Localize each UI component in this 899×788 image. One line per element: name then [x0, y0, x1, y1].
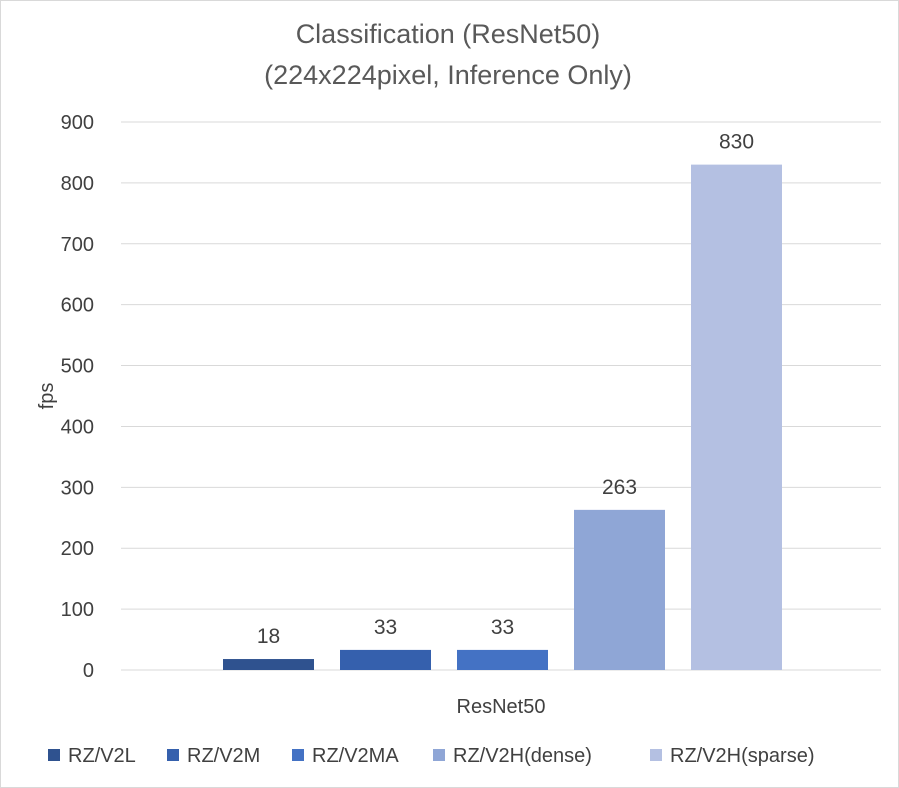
legend-label: RZ/V2MA: [312, 745, 399, 767]
data-labels: 18 33 33 263 830: [257, 131, 754, 648]
legend-label: RZ/V2L: [68, 745, 136, 767]
legend: RZ/V2L RZ/V2M RZ/V2MA RZ/V2H(dense) RZ/V2H(s…: [48, 745, 814, 767]
y-tick-label: 800: [61, 173, 94, 195]
y-tick-label: 600: [61, 295, 94, 317]
y-tick-label: 300: [61, 477, 94, 499]
data-label: 33: [491, 616, 514, 639]
y-axis-ticks: 0 100 200 300 400 500 600 700 800 900: [61, 112, 94, 682]
data-label: 830: [719, 131, 754, 154]
chart-title: Classification (ResNet50): [296, 19, 601, 49]
legend-swatch: [650, 749, 662, 761]
bar-rz-v2ma: [457, 649, 548, 670]
y-tick-label: 200: [61, 538, 94, 560]
data-label: 33: [374, 616, 397, 639]
legend-label: RZ/V2H(sparse): [670, 745, 814, 767]
y-tick-label: 400: [61, 416, 94, 438]
bar-rz-v2m: [340, 649, 431, 670]
y-tick-label: 0: [83, 660, 94, 682]
chart-subtitle: (224x224pixel, Inference Only): [264, 60, 632, 90]
y-tick-label: 700: [61, 234, 94, 256]
legend-swatch: [48, 749, 60, 761]
bar-rz-v2h-sparse: [691, 164, 782, 670]
y-axis-label: fps: [36, 383, 58, 410]
y-tick-label: 500: [61, 356, 94, 378]
bar-rz-v2h-dense: [574, 509, 665, 670]
legend-swatch: [433, 749, 445, 761]
legend-label: RZ/V2H(dense): [453, 745, 592, 767]
y-tick-label: 100: [61, 599, 94, 621]
x-category-label: ResNet50: [457, 696, 546, 718]
y-tick-label: 900: [61, 112, 94, 134]
legend-swatch: [167, 749, 179, 761]
data-label: 263: [602, 476, 637, 499]
bar-rz-v2l: [223, 659, 314, 670]
data-label: 18: [257, 625, 280, 648]
bars: [223, 164, 782, 670]
legend-label: RZ/V2M: [187, 745, 260, 767]
legend-swatch: [292, 749, 304, 761]
